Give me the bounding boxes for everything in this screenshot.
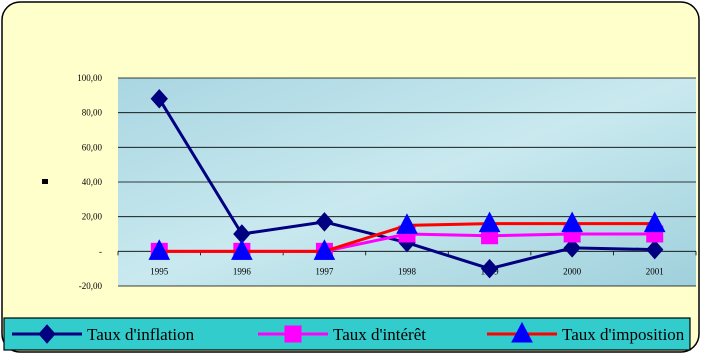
data-point [315, 212, 334, 232]
y-axis-ticks: 100,00 80,00 60,00 40,00 20,00 - -20,00 [77, 73, 102, 291]
x-tick-label: 1995 [150, 266, 169, 276]
series-group [148, 89, 666, 279]
series-3 [148, 211, 666, 260]
data-point [150, 89, 168, 109]
x-tick-label: 1996 [233, 266, 252, 276]
legend-label: Taux d'intérêt [333, 325, 426, 344]
data-point [148, 239, 171, 260]
data-point [646, 239, 664, 260]
data-point [396, 213, 418, 234]
legend-entry: Taux d'intérêt [258, 325, 426, 344]
legend-marker [38, 324, 56, 344]
y-tick-label: 100,00 [77, 73, 102, 83]
x-tick-label: 1998 [398, 266, 417, 276]
legend-entry: Taux d'imposition [487, 321, 685, 344]
data-point [643, 211, 666, 233]
legend-label: Taux d'inflation [87, 325, 195, 344]
series-1 [150, 89, 664, 279]
legend-entry: Taux d'inflation [12, 324, 195, 344]
data-point [478, 211, 501, 233]
y-tick-label: -20,00 [79, 281, 103, 291]
x-tick-label: 2001 [646, 266, 664, 276]
data-point [480, 258, 499, 279]
y-tick-label: - [99, 246, 102, 256]
legend-items: Taux d'inflation Taux d'intérêt Taux d'imp… [12, 321, 685, 344]
data-point [231, 239, 253, 260]
data-point [561, 211, 583, 233]
legend-marker [284, 325, 302, 343]
data-point [313, 239, 336, 260]
y-axis-title-marker [42, 179, 48, 184]
data-point [563, 238, 581, 258]
y-tick-label: 40,00 [82, 177, 103, 187]
y-tick-label: 80,00 [82, 108, 103, 118]
y-tick-label: 60,00 [82, 142, 103, 152]
x-tick-label: 2000 [563, 266, 582, 276]
legend-label: Taux d'imposition [562, 325, 685, 344]
y-tick-label: 20,00 [82, 212, 103, 222]
legend [3, 317, 691, 351]
legend-marker [511, 321, 533, 343]
x-tick-label: 1997 [315, 266, 334, 276]
